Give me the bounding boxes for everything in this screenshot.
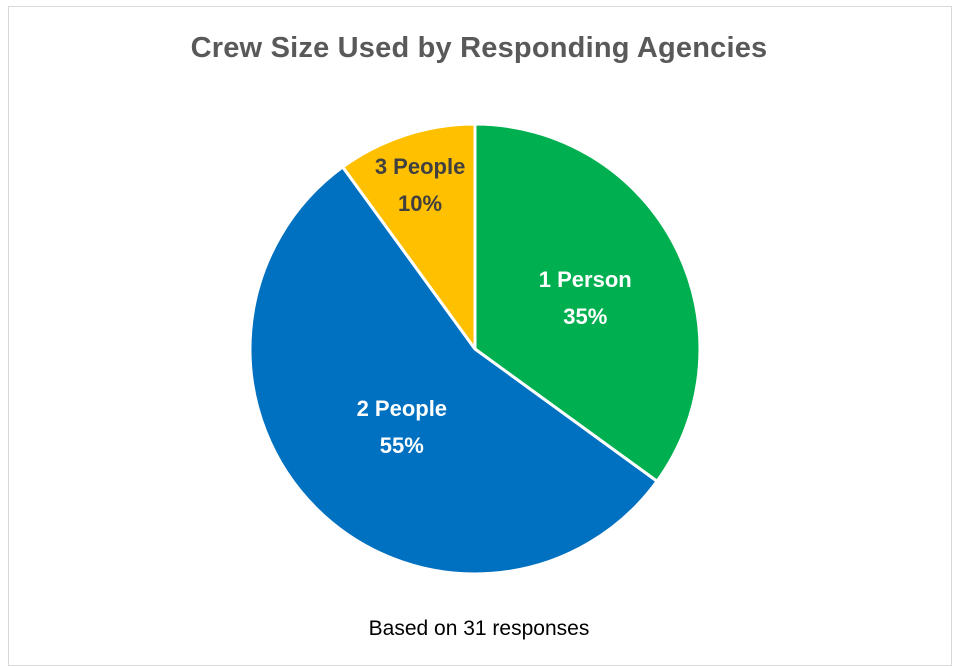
chart-title: Crew Size Used by Responding Agencies [190, 32, 768, 64]
pie-slices [248, 122, 702, 576]
pie-slice-1-person [473, 122, 702, 483]
pie-slice-3-people [341, 122, 477, 351]
slice-category-label-3-people: 3 People [375, 154, 465, 179]
pie-labels: 1 Person 35% 2 People 55% 3 People 10% [357, 154, 632, 458]
pie-chart: 1 Person 35% 2 People 55% 3 People 10% [248, 122, 702, 576]
slice-value-label-2-people: 55% [380, 433, 424, 458]
slice-category-label-1-person: 1 Person [539, 267, 632, 292]
pie-slice-2-people [248, 165, 659, 576]
chart-footnote: Based on 31 responses [368, 617, 590, 640]
slice-category-label-2-people: 2 People [357, 396, 447, 421]
slice-value-label-1-person: 35% [563, 304, 607, 329]
slice-value-label-3-people: 10% [398, 191, 442, 216]
